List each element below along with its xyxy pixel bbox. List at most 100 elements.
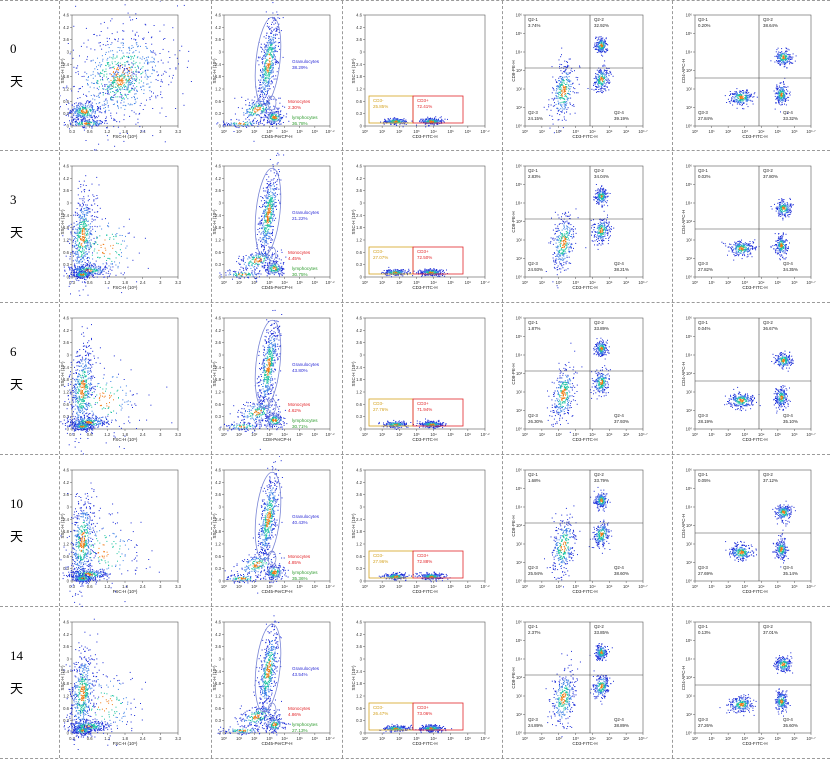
event-dot <box>253 109 255 111</box>
event-dot <box>784 94 786 96</box>
event-dot <box>79 214 81 216</box>
event-dot <box>788 61 790 63</box>
event-dot <box>781 48 783 50</box>
event-dot <box>88 115 90 117</box>
event-dot <box>122 47 124 48</box>
event-dot <box>269 116 271 118</box>
event-dot <box>781 51 783 53</box>
event-dot <box>148 76 150 78</box>
event-dot <box>559 66 560 68</box>
event-dot <box>76 107 78 109</box>
event-dot <box>268 64 270 66</box>
event-dot <box>138 35 139 37</box>
event-dot <box>122 23 124 25</box>
event-dot <box>77 265 79 267</box>
event-dot <box>602 81 604 83</box>
event-dot <box>256 101 258 103</box>
event-dot <box>159 112 161 114</box>
event-dot <box>780 55 782 57</box>
event-dot <box>95 149 97 151</box>
event-dot <box>600 73 602 75</box>
event-dot <box>90 100 92 102</box>
event-dot <box>86 228 88 230</box>
event-dot <box>603 43 605 45</box>
event-dot <box>97 107 99 109</box>
event-dot <box>781 62 783 63</box>
event-dot <box>276 28 278 30</box>
event-dot <box>560 104 562 106</box>
event-dot <box>598 45 599 47</box>
event-dot <box>271 23 272 25</box>
event-dot <box>106 79 108 81</box>
event-dot <box>123 55 125 57</box>
event-dot <box>267 85 269 87</box>
event-dot <box>83 226 85 228</box>
event-dot <box>248 104 250 106</box>
event-dot <box>750 100 752 102</box>
event-dot <box>776 89 778 91</box>
event-dot <box>602 82 604 84</box>
event-dot <box>76 105 78 107</box>
event-dot <box>596 91 598 92</box>
plot-frame <box>524 14 644 127</box>
event-dot <box>779 64 781 66</box>
event-dot <box>601 72 602 74</box>
event-dot <box>551 66 553 68</box>
event-dot <box>264 88 266 90</box>
event-dot <box>234 124 236 126</box>
y-tick-label: 3.6 <box>63 37 69 42</box>
y-tick-label: 2.4 <box>356 62 362 67</box>
event-dot <box>82 249 84 251</box>
event-dot <box>247 115 249 117</box>
event-dot <box>564 71 566 73</box>
event-dot <box>120 89 122 91</box>
event-dot <box>746 97 748 99</box>
event-dot <box>237 124 239 126</box>
event-dot <box>252 125 254 126</box>
event-dot <box>79 215 81 217</box>
event-dot <box>85 108 87 110</box>
event-dot <box>390 123 392 125</box>
event-dot <box>576 92 578 94</box>
event-dot <box>593 47 595 49</box>
event-dot <box>783 97 785 99</box>
event-dot <box>71 235 73 237</box>
event-dot <box>739 94 741 95</box>
event-dot <box>566 88 568 90</box>
event-dot <box>96 66 97 68</box>
x-axis-label: CD3-FITC-H <box>572 134 597 139</box>
event-dot <box>87 105 88 107</box>
event-dot <box>266 50 268 52</box>
event-dot <box>288 120 290 122</box>
event-dot <box>86 232 88 234</box>
event-dot <box>602 37 604 39</box>
event-dot <box>70 293 71 295</box>
y-tick-label: 0.6 <box>63 99 69 104</box>
event-dot <box>785 104 787 106</box>
event-dot <box>600 41 602 43</box>
event-dot <box>87 220 89 222</box>
event-dot <box>268 53 270 55</box>
event-dot <box>86 239 88 241</box>
event-dot <box>394 121 396 123</box>
event-dot <box>88 76 89 78</box>
event-dot <box>90 109 92 111</box>
event-dot <box>250 123 252 124</box>
event-dot <box>89 115 91 117</box>
event-dot <box>81 120 83 122</box>
event-dot <box>89 108 91 110</box>
event-dot <box>183 4 185 6</box>
event-dot <box>81 252 82 254</box>
event-dot <box>750 95 752 97</box>
event-dot <box>746 89 748 91</box>
event-dot <box>123 74 125 76</box>
event-dot <box>602 48 604 50</box>
event-dot <box>556 113 558 115</box>
event-dot <box>121 77 123 79</box>
event-dot <box>142 39 144 40</box>
event-dot <box>271 54 273 56</box>
event-dot <box>83 112 85 114</box>
event-dot <box>249 123 251 125</box>
event-dot <box>781 91 783 93</box>
